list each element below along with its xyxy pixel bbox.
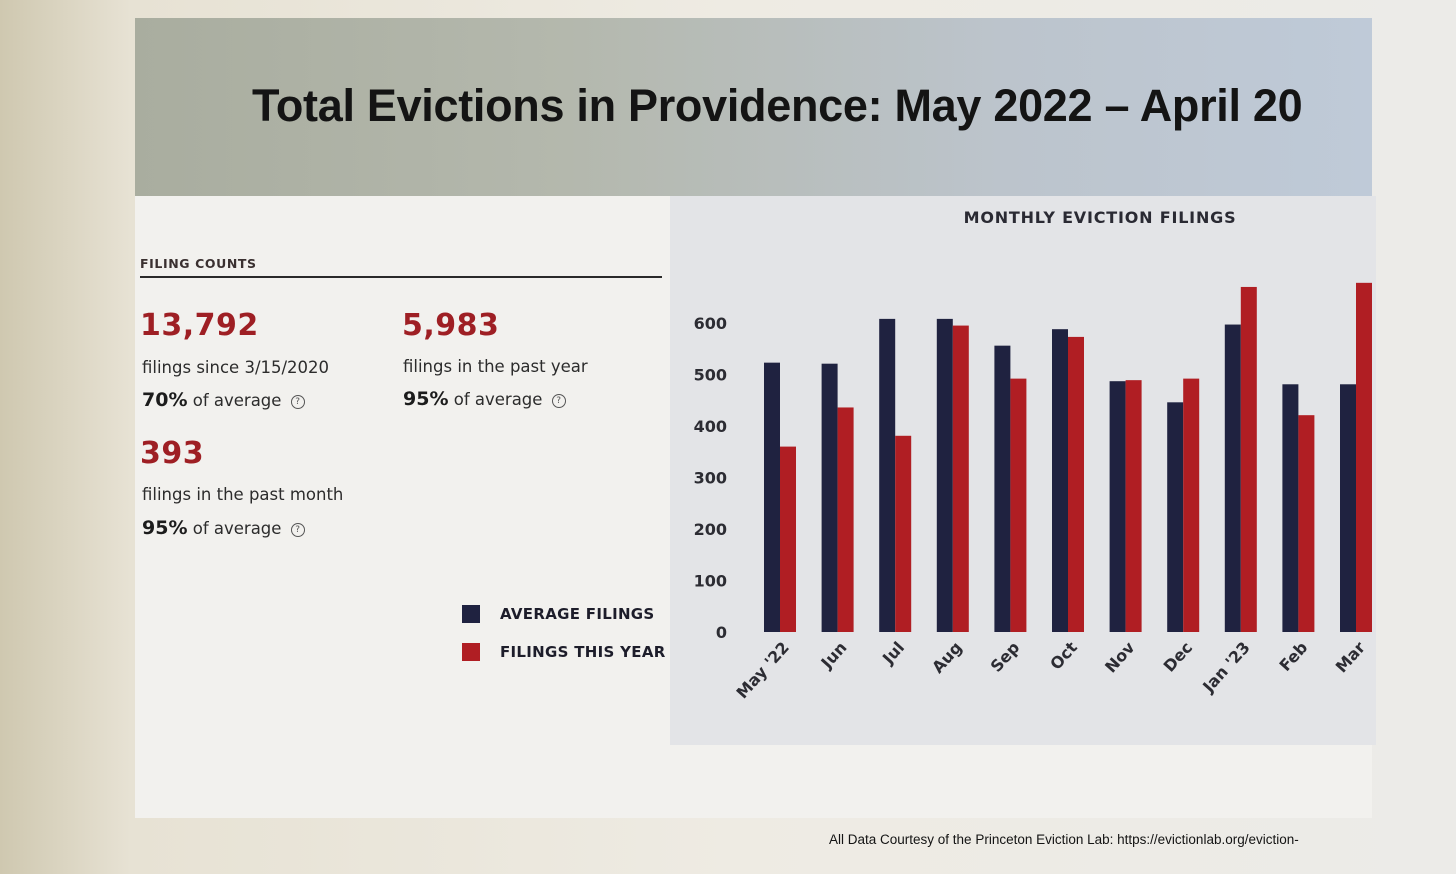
bar-this-year: [1356, 282, 1372, 632]
legend-label-this-year: FILINGS THIS YEAR: [500, 643, 666, 661]
bar-average: [936, 318, 953, 632]
stat-pct-value: 95%: [142, 517, 188, 539]
legend-item-average: AVERAGE FILINGS: [462, 605, 655, 623]
stat-pct-label: of average: [192, 519, 282, 538]
x-tick-label: Dec: [1160, 638, 1197, 676]
x-tick-label: Jul: [878, 638, 908, 668]
bar-average: [1224, 324, 1241, 632]
stat-pct-value: 95%: [403, 388, 449, 410]
bar-this-year: [952, 325, 969, 632]
stat-value-since-2020: 13,792: [140, 308, 259, 343]
slide-title: Total Evictions in Providence: May 2022 …: [252, 80, 1303, 131]
legend-label-average: AVERAGE FILINGS: [500, 605, 655, 623]
legend-item-this-year: FILINGS THIS YEAR: [462, 643, 666, 661]
stat-pct-since-2020: 70% of average ?: [142, 389, 305, 411]
x-tick-label: Oct: [1046, 638, 1081, 674]
bar-average: [1052, 329, 1068, 632]
help-icon[interactable]: ?: [290, 523, 305, 537]
bar-this-year: [1010, 378, 1027, 632]
help-icon[interactable]: ?: [290, 395, 305, 409]
bar-average: [1282, 384, 1299, 632]
bar-this-year: [1298, 415, 1315, 632]
y-tick-label: 400: [694, 417, 727, 436]
bar-average: [1109, 381, 1126, 632]
stat-pct-value: 70%: [142, 389, 188, 411]
y-tick-label: 500: [694, 366, 727, 385]
bar-average: [821, 363, 838, 632]
bar-this-year: [1240, 286, 1257, 632]
bar-this-year: [1068, 336, 1084, 632]
bar-this-year: [1125, 380, 1142, 632]
x-tick-label: Feb: [1275, 638, 1311, 675]
bar-this-year: [895, 435, 912, 632]
x-tick-label: May '22: [732, 638, 793, 702]
stat-desc-past-month: filings in the past month: [142, 485, 344, 504]
x-tick-label: Jun: [817, 638, 851, 673]
x-tick-label: Jan '23: [1198, 638, 1254, 697]
bar-this-year: [780, 446, 796, 632]
x-tick-label: Aug: [928, 638, 966, 677]
help-icon[interactable]: ?: [551, 394, 566, 408]
y-tick-label: 100: [694, 572, 727, 591]
stats-heading: FILING COUNTS: [140, 256, 257, 271]
stat-pct-past-month: 95% of average ?: [142, 517, 305, 539]
bar-average: [1167, 402, 1184, 632]
stats-divider: [140, 276, 662, 278]
bar-average: [1340, 384, 1356, 632]
legend-swatch-this-year: [462, 643, 480, 661]
stat-pct-label: of average: [192, 391, 282, 410]
stat-desc-since-2020: filings since 3/15/2020: [142, 358, 330, 377]
y-tick-label: 200: [694, 520, 727, 539]
stat-value-past-year: 5,983: [402, 308, 500, 343]
bar-average: [764, 362, 780, 632]
bar-this-year: [1183, 378, 1200, 632]
x-tick-label: Sep: [987, 638, 1024, 676]
bar-average: [994, 345, 1011, 632]
stat-desc-past-year: filings in the past year: [403, 357, 588, 376]
bar-this-year: [837, 407, 854, 632]
source-note: All Data Courtesy of the Princeton Evict…: [829, 832, 1299, 847]
chart-title: MONTHLY EVICTION FILINGS: [964, 208, 1237, 227]
y-tick-label: 300: [694, 469, 727, 488]
y-tick-label: 0: [716, 623, 727, 642]
x-tick-label: Nov: [1101, 638, 1139, 677]
x-tick-label: Mar: [1332, 638, 1369, 677]
stat-pct-label: of average: [453, 390, 543, 409]
stat-pct-past-year: 95% of average ?: [403, 388, 566, 410]
title-band: [135, 18, 1372, 196]
legend-swatch-average: [462, 605, 480, 623]
y-tick-label: 600: [694, 314, 727, 333]
stat-value-past-month: 393: [140, 436, 205, 471]
bar-average: [879, 318, 896, 632]
